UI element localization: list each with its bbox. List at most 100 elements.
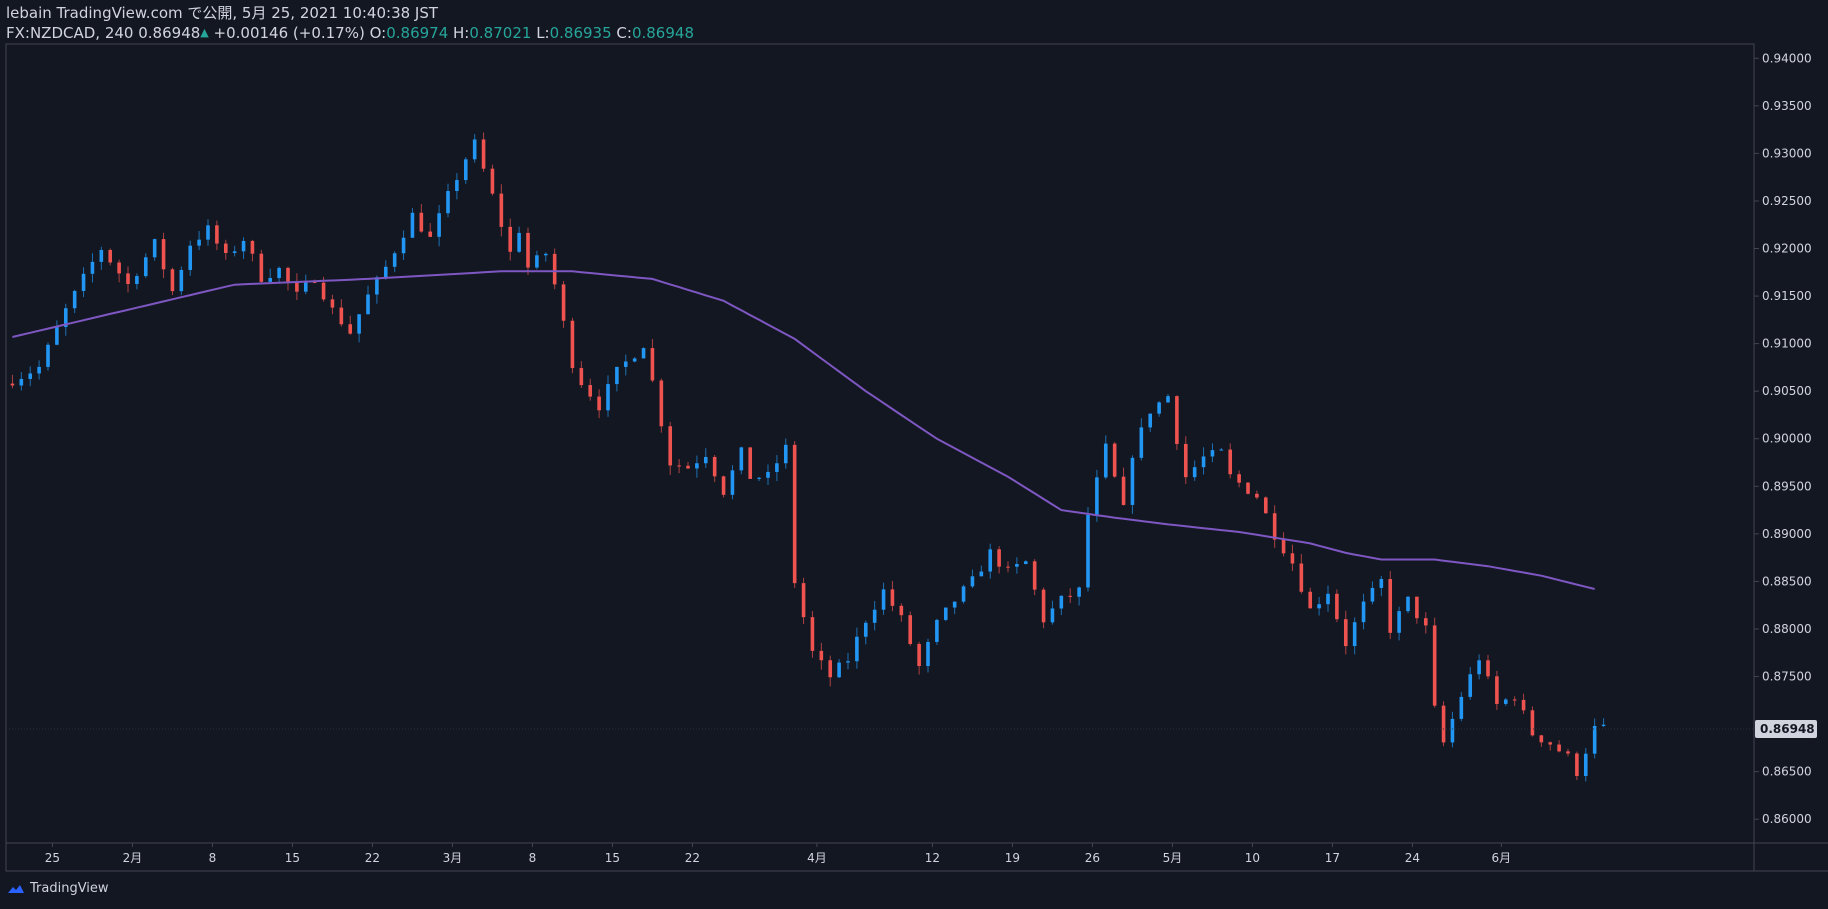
- candle-down: [1272, 513, 1277, 540]
- low-value: 0.86935: [549, 24, 612, 42]
- candle-down: [810, 617, 815, 651]
- price-tick-label: 0.93000: [1762, 146, 1812, 160]
- candle-down: [686, 465, 690, 469]
- candle-up: [303, 281, 308, 292]
- time-tick-label: 24: [1405, 851, 1420, 865]
- candle-up: [970, 576, 975, 587]
- candle-down: [1530, 710, 1535, 736]
- candle-up: [1086, 514, 1090, 588]
- last-price-tag: [1755, 720, 1817, 739]
- candle-up: [188, 245, 193, 270]
- candle-down: [1121, 476, 1126, 505]
- candle-up: [63, 308, 68, 327]
- candle-down: [917, 644, 921, 667]
- time-axis[interactable]: 25 2月 8 15 22 3月 8 15 22 4月 12 19 26 5月 10 17 24 6月: [45, 843, 1511, 865]
- candle-down: [1423, 618, 1428, 626]
- candle-down: [339, 307, 344, 325]
- last-price-tag-label: 0.86948: [1760, 722, 1815, 736]
- candle-up: [1583, 753, 1588, 776]
- candle-up: [855, 636, 859, 662]
- candle-down: [428, 231, 433, 237]
- candle-up: [401, 237, 406, 254]
- candle-down: [117, 262, 121, 274]
- candle-up: [37, 366, 41, 374]
- candle-down: [1486, 660, 1490, 677]
- candle-up: [1077, 587, 1081, 597]
- candle-down: [677, 465, 681, 467]
- candle-up: [55, 326, 59, 345]
- low-label: L:: [536, 24, 550, 42]
- candle-up: [446, 191, 450, 214]
- candle-down: [286, 267, 290, 282]
- candle-up: [135, 276, 139, 284]
- candle-down: [1183, 443, 1188, 478]
- candle-up: [632, 358, 637, 362]
- plot-area[interactable]: [6, 132, 1754, 782]
- candle-up: [775, 463, 779, 472]
- candle-down: [1512, 699, 1517, 701]
- candle-up: [1468, 674, 1473, 697]
- candle-down: [819, 650, 824, 661]
- candle-down: [597, 396, 601, 411]
- time-tick-label: 25: [45, 851, 60, 865]
- time-tick-label: 3月: [443, 851, 463, 865]
- candle-up: [837, 662, 841, 678]
- candle-down: [170, 269, 175, 292]
- candle-up: [197, 239, 201, 246]
- time-tick-label: 17: [1325, 851, 1340, 865]
- candle-up: [375, 277, 379, 295]
- tradingview-logo[interactable]: TradingView: [6, 881, 109, 896]
- candle-down: [1557, 744, 1561, 752]
- candle-up: [28, 373, 33, 379]
- ohlc-line: FX:NZDCAD, 240 0.86948▲ +0.00146 (+0.17%…: [6, 23, 694, 43]
- candle-up: [72, 290, 77, 309]
- candle-down: [1228, 449, 1233, 475]
- price-tick-label: 0.90000: [1762, 432, 1812, 446]
- candle-down: [1068, 595, 1073, 597]
- open-value: 0.86974: [386, 24, 449, 42]
- candle-up: [695, 463, 699, 469]
- price-axis[interactable]: 0.94000 0.93500 0.93000 0.92500 0.92000 0.915…: [1754, 51, 1817, 826]
- candle-up: [846, 661, 850, 663]
- candle-up: [739, 447, 744, 471]
- candle-up: [152, 239, 157, 258]
- high-value: 0.87021: [469, 24, 532, 42]
- candle-up: [979, 571, 984, 577]
- candle-up: [366, 294, 370, 315]
- candle-down: [330, 299, 335, 308]
- candle-up: [19, 378, 24, 386]
- candle-up: [952, 601, 957, 608]
- price-tick-label: 0.86500: [1762, 765, 1812, 779]
- candle-down: [161, 239, 166, 270]
- candle-down: [588, 385, 593, 397]
- candle-down: [1441, 705, 1446, 743]
- candle-down: [312, 281, 317, 283]
- price-tick-label: 0.87500: [1762, 670, 1812, 684]
- candle-up: [472, 139, 477, 160]
- candle-down: [1237, 474, 1241, 483]
- candle-up: [935, 619, 939, 642]
- candle-up: [730, 470, 735, 495]
- candle-up: [81, 273, 86, 291]
- tradingview-cloud-icon: [8, 884, 24, 893]
- time-tick-label: 8: [529, 851, 537, 865]
- candle-up: [1130, 457, 1135, 505]
- candle-down: [1263, 497, 1268, 514]
- candle-down: [712, 456, 717, 477]
- symbol-label: FX:NZDCAD, 240: [6, 24, 134, 42]
- candle-down: [1495, 676, 1499, 704]
- candle-down: [10, 383, 15, 386]
- candle-up: [961, 586, 966, 602]
- candle-up: [1166, 396, 1170, 403]
- price-tick-label: 0.90500: [1762, 384, 1812, 398]
- candle-up: [872, 609, 877, 623]
- time-tick-label: 6月: [1492, 851, 1512, 865]
- candle-down: [1281, 539, 1286, 554]
- candle-down: [899, 605, 904, 616]
- candle-down: [490, 168, 495, 194]
- candle-down: [108, 249, 113, 263]
- candle-down: [1335, 593, 1339, 620]
- candle-down: [1299, 563, 1304, 592]
- chart-frame: [5, 43, 1755, 872]
